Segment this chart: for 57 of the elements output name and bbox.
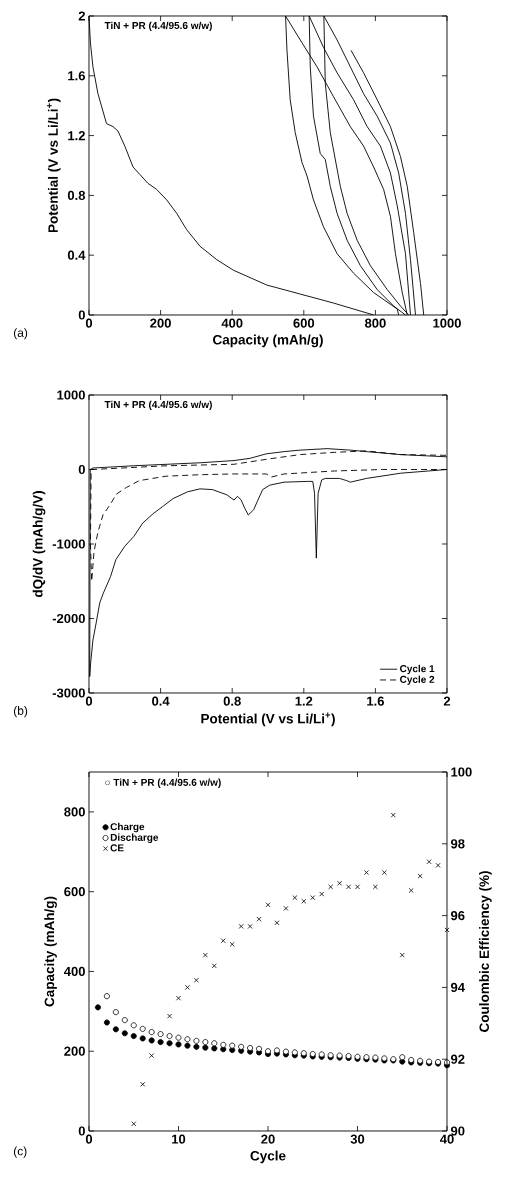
- y-tick-label: -1000: [52, 539, 85, 549]
- y-tick-label: 0: [78, 310, 85, 320]
- x-axis-title: Potential (V vs Li/Li$^{+}$): [201, 712, 335, 727]
- x-tick-label: 600: [293, 318, 315, 328]
- y-tick-label: 0: [78, 464, 85, 475]
- x-tick-label: 30: [350, 1134, 365, 1144]
- y2-axis-title: Coulombic Efficiency (%): [479, 871, 492, 1032]
- annotation: ○ TiN + PR (4.4/95.6 w/w): [105, 778, 221, 788]
- text: (a): [13, 328, 28, 340]
- x-tick-label: 0.8: [223, 696, 241, 706]
- annotation: TiN + PR (4.4/95.6 w/w): [104, 400, 212, 410]
- y-tick-label: -2000: [52, 613, 85, 624]
- y-tick-label: 0: [78, 1126, 85, 1136]
- x-tick-label: 40: [439, 1134, 454, 1144]
- x-tick-label: 1000: [433, 318, 461, 328]
- x-tick-label: 2: [443, 696, 451, 706]
- x-tick-label: 0.4: [152, 696, 170, 706]
- legend-label: Cycle 2: [400, 675, 435, 685]
- x-tick-label: 800: [364, 318, 386, 328]
- legend-label: CE: [110, 844, 124, 852]
- y-tick-label: 1000: [57, 390, 85, 400]
- y-tick-label: 600: [64, 887, 85, 897]
- y-tick-label: 2: [78, 11, 85, 21]
- y-tick-label: 800: [64, 807, 85, 817]
- y-tick-label: 400: [63, 966, 85, 977]
- text: (c): [13, 1146, 27, 1158]
- x-axis-title: Cycle: [250, 1150, 286, 1164]
- legend-label: Cycle 1: [400, 664, 435, 675]
- y2-tick-label: 90: [450, 1126, 465, 1136]
- x-axis-title: Capacity (mAh/g): [213, 334, 323, 348]
- y-axis-title: Capacity (mAh/g): [44, 896, 57, 1007]
- y-tick-label: 200: [64, 1046, 85, 1056]
- x-tick-label: 0: [85, 696, 93, 706]
- y-tick-label: -3000: [52, 688, 85, 698]
- x-tick-label: 0: [85, 318, 93, 328]
- x-tick-label: 1.6: [367, 696, 384, 706]
- y-tick-label: 1.6: [68, 71, 85, 81]
- y2-tick-label: 98: [450, 839, 465, 849]
- y-tick-label: 1.2: [68, 131, 85, 141]
- y2-tick-label: 94: [450, 982, 465, 992]
- y2-tick-label: 100: [451, 767, 472, 777]
- x-tick-label: 1.2: [295, 696, 313, 706]
- annotation: TiN + PR (4.4/95.6 w/w): [104, 21, 212, 31]
- x-tick-label: 200: [150, 318, 171, 328]
- y2-tick-label: 96: [450, 910, 465, 921]
- y-tick-label: 0.4: [67, 250, 86, 260]
- legend-label: Charge: [110, 822, 145, 833]
- y2-tick-label: 92: [450, 1054, 465, 1064]
- x-tick-label: 400: [221, 318, 243, 328]
- y-axis-title: dQ/dV (mAh/g/V): [32, 491, 46, 598]
- y-axis-title: Potential (V vs Li/Li$^{+}$): [46, 98, 61, 233]
- y-tick-label: 0.8: [67, 190, 86, 200]
- x-tick-label: 10: [172, 1134, 186, 1144]
- legend-label: Discharge: [110, 833, 159, 843]
- x-tick-label: 20: [261, 1134, 275, 1144]
- text: (b): [13, 706, 28, 718]
- x-tick-label: 0: [85, 1134, 93, 1144]
